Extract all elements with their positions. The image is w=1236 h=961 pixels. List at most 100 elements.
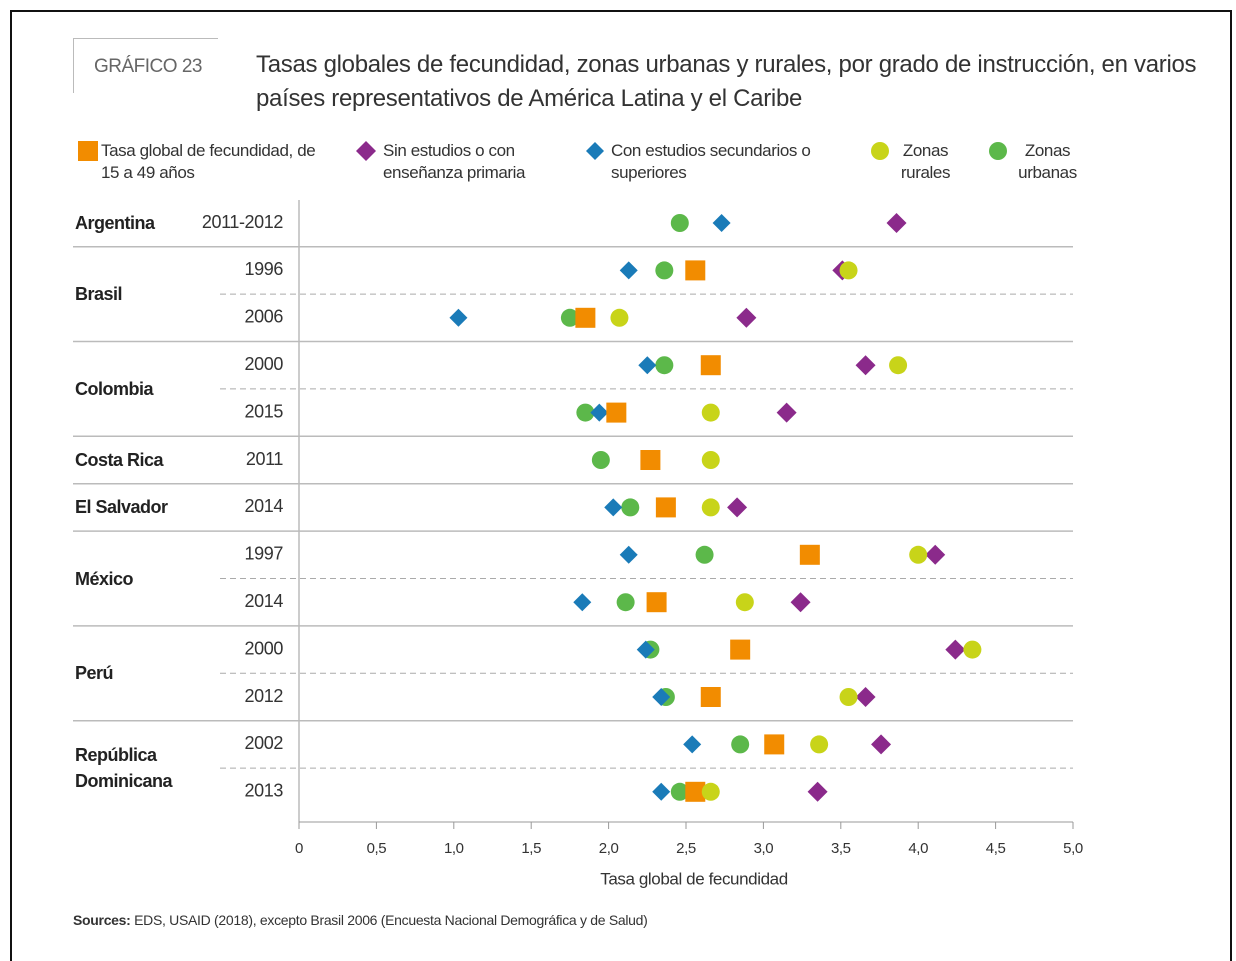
year-label: 2015 [245, 401, 284, 421]
dot [700, 355, 721, 376]
dot [701, 451, 720, 469]
dot [640, 450, 661, 470]
x-axis-label: Tasa global de fecundidad [600, 869, 788, 888]
dot [730, 639, 751, 660]
x-tick-label: 2,5 [676, 840, 696, 857]
x-tick-label: 0,5 [367, 840, 387, 857]
dot [621, 498, 640, 517]
dot [610, 308, 629, 327]
dot [683, 735, 702, 754]
source: Sources: EDS, USAID (2018), excepto Bras… [73, 912, 648, 928]
country-label: Brasil [75, 284, 123, 305]
dot [839, 688, 858, 706]
legend-marker [78, 141, 98, 161]
dot [590, 403, 609, 422]
dot [655, 497, 676, 518]
dot [886, 213, 907, 233]
dot [573, 593, 592, 612]
dot [810, 735, 829, 754]
x-tick-label: 1,0 [444, 840, 464, 857]
dot [909, 545, 928, 564]
dot [616, 593, 635, 612]
x-tick-label: 0 [295, 840, 303, 857]
legend-label: Zonas urbanas [1018, 141, 1077, 182]
x-tick-label: 4,0 [908, 840, 928, 857]
x-tick-label: 1,5 [521, 840, 541, 857]
x-tick-label: 5,0 [1063, 840, 1083, 857]
dot [963, 640, 982, 659]
country-label: Costa Rica [75, 450, 164, 470]
dot [576, 403, 595, 422]
dot [701, 782, 720, 801]
dot [619, 261, 638, 280]
dot [889, 356, 908, 375]
dot [855, 687, 876, 707]
dot [736, 307, 757, 328]
source-label: Sources: [73, 912, 131, 928]
country-label: Argentina [75, 213, 155, 233]
dot [727, 497, 748, 518]
country-label: México [75, 568, 134, 589]
dot [638, 356, 657, 375]
dot [945, 639, 966, 660]
x-tick-label: 3,0 [754, 840, 774, 857]
chart-badge: GRÁFICO 23 [73, 38, 218, 93]
year-label: 2014 [245, 496, 284, 516]
x-tick-label: 4,5 [986, 840, 1006, 857]
country-label: Perú [75, 663, 114, 684]
dot [575, 307, 596, 328]
frame [10, 10, 1232, 961]
dot [735, 593, 754, 612]
legend-marker [989, 142, 1007, 160]
year-label: 2014 [245, 591, 284, 611]
dot [652, 782, 671, 801]
dot [646, 592, 667, 613]
dot [560, 308, 579, 327]
dot [701, 403, 720, 422]
dot [619, 545, 638, 564]
country-label: El Salvador [75, 497, 168, 518]
dot [764, 734, 785, 755]
year-label: 1997 [245, 544, 284, 564]
year-label: 2013 [245, 781, 284, 801]
country-label: Colombia [75, 378, 154, 399]
country-label: República Dominicana [75, 745, 173, 792]
dot [712, 214, 731, 232]
dot [839, 261, 858, 280]
dot [731, 735, 750, 754]
legend-marker [871, 142, 889, 160]
dot [591, 451, 610, 469]
legend-marker [586, 142, 604, 160]
dot [604, 498, 623, 517]
dot [776, 402, 797, 423]
dot [871, 734, 892, 755]
dot [685, 781, 706, 802]
dot [636, 640, 655, 659]
year-label: 2000 [245, 354, 284, 374]
dot [606, 402, 627, 423]
source-text: EDS, USAID (2018), excepto Brasil 2006 (… [134, 912, 648, 928]
dot [701, 498, 720, 517]
year-label: 2000 [245, 638, 284, 658]
dot [685, 260, 706, 281]
year-label: 2002 [245, 733, 284, 753]
year-label: 2012 [245, 686, 284, 706]
year-label: 1996 [245, 259, 284, 279]
x-tick-label: 2,0 [599, 840, 619, 857]
dot [695, 545, 714, 564]
year-label: 2006 [245, 307, 284, 327]
legend-label: Tasa global de fecundidad, de 15 a 49 añ… [101, 141, 316, 182]
x-tick-label: 3,5 [831, 840, 851, 857]
dot [790, 592, 811, 613]
year-label: 2011-2012 [202, 212, 284, 232]
dot [700, 687, 721, 707]
dot [855, 355, 876, 376]
year-label: 2011 [246, 449, 283, 469]
dot [799, 544, 820, 565]
dot [670, 214, 689, 232]
dot [655, 356, 674, 375]
dot [652, 688, 671, 706]
legend-label: Zonas rurales [900, 141, 951, 182]
